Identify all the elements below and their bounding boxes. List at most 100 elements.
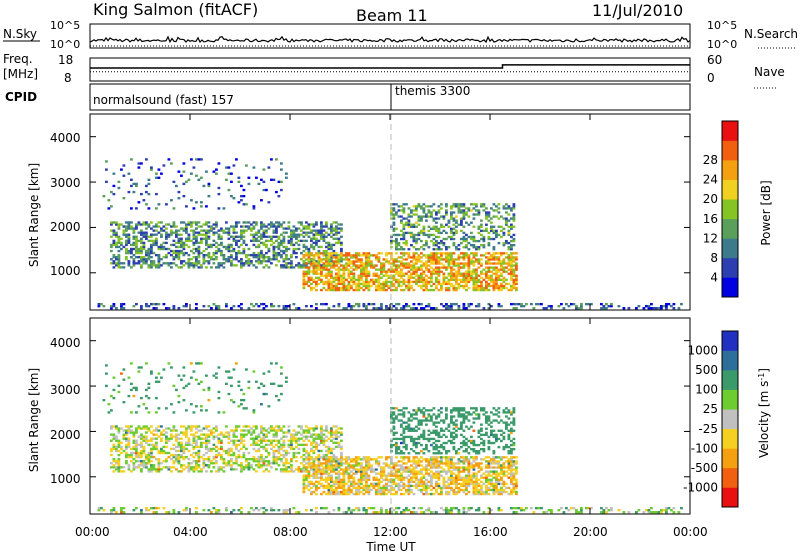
power-cell bbox=[440, 262, 443, 265]
power-cell bbox=[210, 229, 213, 232]
power-cell bbox=[310, 260, 313, 263]
velocity-cell bbox=[375, 476, 378, 479]
power-cell bbox=[302, 225, 306, 228]
power-cell bbox=[182, 251, 186, 255]
velocity-cell bbox=[195, 460, 198, 463]
power-cell bbox=[457, 270, 461, 273]
power-cell bbox=[430, 227, 433, 230]
power-cell bbox=[117, 241, 121, 245]
power-cell bbox=[477, 211, 481, 214]
power-cell bbox=[232, 239, 236, 243]
power-cell bbox=[327, 233, 331, 236]
velocity-cell bbox=[152, 511, 156, 514]
power-cell bbox=[117, 260, 121, 263]
power-cell bbox=[147, 239, 151, 243]
velocity-cell bbox=[227, 441, 231, 444]
power-cell bbox=[290, 266, 293, 269]
power-cell bbox=[112, 192, 116, 196]
power-cell bbox=[257, 245, 261, 249]
power-cell bbox=[247, 247, 251, 251]
power-cell bbox=[462, 264, 466, 267]
velocity-cell bbox=[445, 506, 448, 510]
power-cell bbox=[657, 307, 661, 310]
velocity-cell bbox=[260, 460, 263, 463]
power-cell bbox=[155, 223, 158, 226]
power-cell bbox=[152, 241, 156, 245]
power-cell bbox=[127, 233, 131, 236]
power-cell bbox=[437, 231, 441, 235]
power-cell bbox=[140, 258, 143, 261]
velocity-cell bbox=[395, 490, 398, 494]
velocity-cell bbox=[227, 447, 231, 451]
velocity-cell bbox=[387, 478, 391, 481]
power-cell bbox=[207, 305, 211, 308]
power-cell bbox=[325, 276, 328, 279]
velocity-cell bbox=[120, 447, 123, 451]
power-cell bbox=[210, 307, 213, 310]
velocity-cell bbox=[312, 464, 316, 467]
power-cell bbox=[512, 225, 516, 228]
power-cell bbox=[392, 227, 396, 230]
power-cell bbox=[137, 162, 141, 165]
power-cell bbox=[200, 251, 203, 255]
power-cell bbox=[320, 252, 323, 255]
velocity-cell bbox=[397, 482, 401, 486]
power-cell bbox=[242, 188, 246, 192]
power-cell bbox=[400, 262, 403, 265]
power-cell bbox=[457, 205, 461, 208]
velocity-cell bbox=[327, 460, 331, 463]
velocity-cell bbox=[390, 474, 393, 477]
velocity-cell bbox=[377, 460, 381, 463]
velocity-cell bbox=[320, 433, 323, 436]
power-cell bbox=[302, 274, 306, 277]
power-cell bbox=[262, 223, 266, 226]
power-cell bbox=[490, 258, 493, 261]
power-cell bbox=[402, 203, 406, 206]
power-cell bbox=[222, 266, 226, 269]
velocity-cell bbox=[185, 506, 188, 510]
power-cell bbox=[332, 288, 336, 292]
power-cell bbox=[270, 237, 273, 240]
power-cell bbox=[277, 247, 281, 251]
velocity-cell bbox=[355, 456, 358, 459]
power-cell bbox=[427, 233, 431, 237]
power-cell bbox=[472, 268, 476, 271]
velocity-cell bbox=[450, 511, 453, 514]
power-cell bbox=[147, 256, 151, 259]
velocity-cell bbox=[407, 478, 411, 481]
velocity-cell bbox=[302, 466, 306, 469]
power-cell bbox=[125, 258, 128, 261]
velocity-cell bbox=[340, 460, 343, 463]
power-cell bbox=[400, 284, 403, 288]
power-cell bbox=[295, 237, 298, 240]
power-cell bbox=[327, 258, 331, 261]
power-cell bbox=[587, 302, 591, 306]
velocity-cell bbox=[282, 455, 286, 459]
power-cell bbox=[132, 182, 136, 186]
power-cell bbox=[242, 241, 246, 245]
power-cell bbox=[510, 264, 513, 267]
velocity-cell bbox=[275, 439, 278, 442]
power-cell bbox=[460, 252, 463, 255]
velocity-cell bbox=[310, 466, 313, 469]
power-cell bbox=[390, 211, 393, 214]
velocity-cell bbox=[317, 449, 321, 453]
velocity-cell bbox=[172, 462, 176, 465]
power-cell bbox=[255, 239, 258, 243]
velocity-cell bbox=[342, 478, 346, 481]
velocity-cell bbox=[337, 484, 341, 488]
power-cell bbox=[392, 207, 396, 210]
power-cell bbox=[200, 237, 203, 240]
power-cell bbox=[322, 262, 326, 265]
power-cell bbox=[467, 209, 471, 212]
velocity-cell bbox=[290, 470, 293, 473]
power-cell bbox=[412, 213, 416, 216]
power-cell bbox=[665, 307, 668, 310]
power-cell bbox=[212, 258, 216, 261]
power-cell bbox=[402, 305, 406, 308]
power-cell bbox=[305, 274, 308, 277]
power-cell bbox=[140, 162, 143, 165]
power-cell bbox=[480, 219, 483, 222]
velocity-cell bbox=[210, 460, 213, 463]
power-cell bbox=[277, 243, 281, 247]
